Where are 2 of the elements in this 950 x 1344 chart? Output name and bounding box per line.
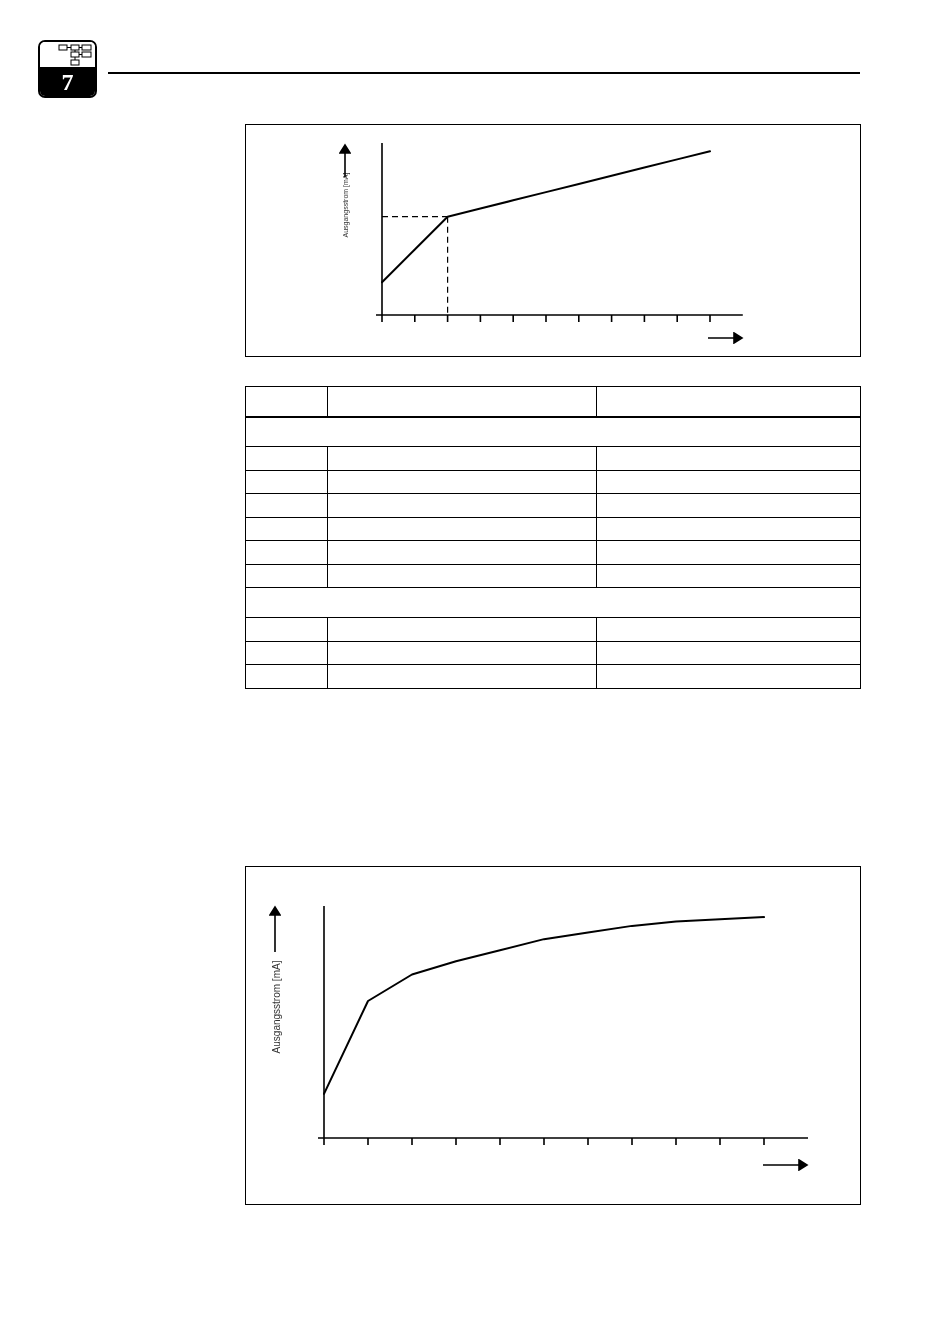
chapter-tab: 7	[38, 40, 97, 98]
y-axis-title: Ausgangsstrom [mA]	[270, 960, 282, 1054]
